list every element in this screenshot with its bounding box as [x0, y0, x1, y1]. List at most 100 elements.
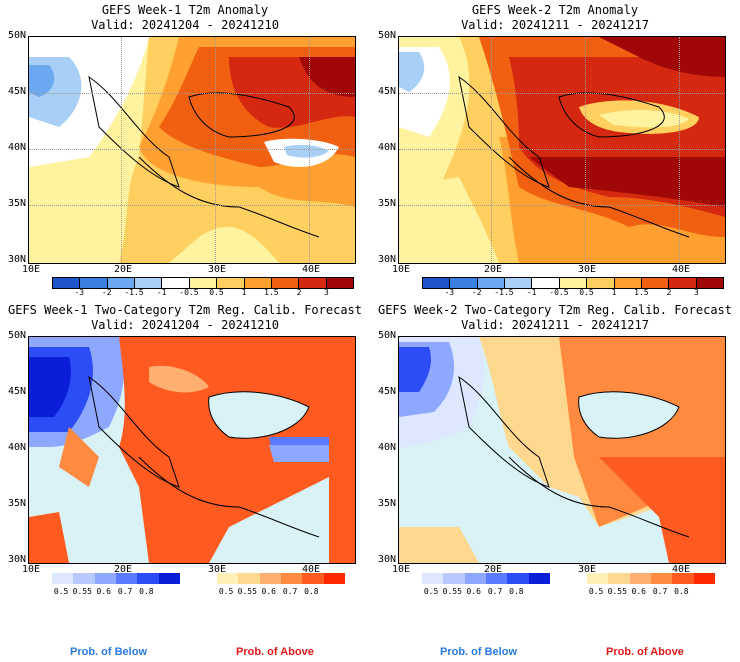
lat-label: 35N: [8, 198, 27, 209]
colorbar-tick-label: -0.5: [179, 288, 199, 297]
colorbar-tick-label: 1: [611, 288, 617, 297]
lon-label: 30E: [578, 264, 597, 275]
colorbar-swatch: [217, 278, 245, 288]
lat-label: 40N: [8, 142, 27, 153]
anomaly-colorbar-ticks: -3 -2 -1.5 -1 -0.5 0.5 1 1.5 2 3: [52, 288, 354, 298]
lat-label: 50N: [8, 30, 27, 41]
colorbar-tick-label: 1: [241, 288, 247, 297]
colorbar-swatch: [559, 278, 588, 288]
lat-label: 35N: [378, 498, 397, 509]
colorbar-tick-label: 0.7: [652, 587, 668, 596]
colorbar-tick-label: 0.55: [237, 587, 257, 596]
colorbar-tick-label: 3: [324, 288, 329, 297]
colorbar-swatch: [94, 573, 116, 584]
lat-label: 30N: [8, 254, 27, 265]
colorbar-swatch: [53, 278, 81, 288]
lon-label: 20E: [484, 564, 503, 575]
colorbar-tick-label: 0.5: [218, 587, 234, 596]
map-week1-anomaly: [28, 36, 356, 264]
colorbar-tick-label: 0.8: [509, 587, 524, 596]
colorbar-swatch: [158, 573, 180, 584]
lon-label: 40E: [302, 264, 321, 275]
prob-below-ticks: 0.5 0.55 0.6 0.7 0.8: [40, 587, 168, 597]
colorbar-swatch: [423, 278, 451, 288]
prob-below-label: Prob. of Below: [70, 646, 147, 658]
lon-label: 30E: [208, 264, 227, 275]
colorbar-swatch: [587, 278, 615, 288]
lat-label: 45N: [8, 386, 27, 397]
lat-label: 35N: [8, 498, 27, 509]
lat-label: 30N: [378, 254, 397, 265]
lat-label: 45N: [378, 86, 397, 97]
colorbar-swatch: [271, 278, 300, 288]
colorbar-swatch: [299, 278, 327, 288]
colorbar-tick-label: 0.55: [442, 587, 462, 596]
colorbar-tick-label: -3: [74, 288, 85, 297]
prob-below-ticks: 0.5 0.55 0.6 0.7 0.8: [410, 587, 538, 597]
colorbar-swatch: [189, 278, 218, 288]
colorbar-swatch: [244, 278, 272, 288]
lon-label: 10E: [22, 264, 41, 275]
colorbar-swatch: [323, 573, 345, 584]
colorbar-tick-label: 0.5: [579, 288, 594, 297]
prob-below-label: Prob. of Below: [440, 646, 517, 658]
colorbar-swatch: [650, 573, 673, 584]
colorbar-tick-label: 0.7: [282, 587, 298, 596]
colorbar-swatch: [73, 573, 95, 584]
lat-label: 30N: [8, 554, 27, 565]
colorbar-swatch: [641, 278, 670, 288]
colorbar-tick-label: -1: [156, 288, 167, 297]
colorbar-swatch: [669, 278, 697, 288]
colorbar-swatch: [532, 278, 560, 288]
colorbar-tick-label: 1.5: [264, 288, 279, 297]
colorbar-tick-label: 0.6: [631, 587, 646, 596]
anomaly-colorbar-ticks: -3 -2 -1.5 -1 -0.5 0.5 1 1.5 2 3: [422, 288, 724, 298]
colorbar-swatch: [505, 278, 533, 288]
prob-above-colorbar: [217, 573, 345, 584]
colorbar-tick-label: 0.55: [607, 587, 627, 596]
lon-label: 30E: [208, 564, 227, 575]
lon-label: 40E: [672, 564, 691, 575]
panel2-title: GEFS Week-2 T2m Anomaly Valid: 20241211 -…: [461, 3, 649, 32]
lat-label: 40N: [8, 442, 27, 453]
lon-label: 20E: [114, 564, 133, 575]
colorbar-swatch: [443, 573, 465, 584]
lon-label: 30E: [578, 564, 597, 575]
colorbar-tick-label: 0.6: [261, 587, 276, 596]
colorbar-swatch: [107, 278, 136, 288]
panel4-title: GEFS Week-2 Two-Category T2m Reg. Calib.…: [377, 303, 732, 332]
colorbar-tick-label: 0.8: [139, 587, 154, 596]
prob-above-ticks: 0.5 0.55 0.6 0.7 0.8: [205, 587, 333, 597]
colorbar-tick-label: 0.8: [674, 587, 689, 596]
colorbar-tick-label: -3: [444, 288, 455, 297]
colorbar-swatch: [326, 278, 353, 288]
colorbar-swatch: [115, 573, 138, 584]
panel3-title: GEFS Week-1 Two-Category T2m Reg. Calib.…: [7, 303, 362, 332]
map-week2-anomaly: [398, 36, 726, 264]
colorbar-swatch: [528, 573, 550, 584]
lat-label: 40N: [378, 142, 397, 153]
probability-field-week2: [399, 337, 725, 563]
colorbar-swatch: [280, 573, 303, 584]
colorbar-swatch: [80, 278, 108, 288]
colorbar-swatch: [135, 278, 163, 288]
lat-label: 30N: [378, 554, 397, 565]
lon-label: 10E: [392, 264, 411, 275]
colorbar-tick-label: -2: [101, 288, 112, 297]
colorbar-swatch: [450, 278, 478, 288]
colorbar-tick-label: 2: [296, 288, 302, 297]
colorbar-tick-label: 0.7: [117, 587, 133, 596]
colorbar-tick-label: -0.5: [549, 288, 569, 297]
prob-below-colorbar: [52, 573, 180, 584]
colorbar-tick-label: 1.5: [634, 288, 649, 297]
colorbar-swatch: [587, 573, 609, 584]
lon-label: 40E: [672, 264, 691, 275]
probability-field-week1: [29, 337, 355, 563]
anomaly-colorbar: [422, 277, 724, 289]
colorbar-swatch: [259, 573, 281, 584]
colorbar-tick-label: -1.5: [124, 288, 144, 297]
colorbar-tick-label: -2: [471, 288, 482, 297]
lat-label: 35N: [378, 198, 397, 209]
lat-label: 40N: [378, 442, 397, 453]
colorbar-tick-label: 0.6: [96, 587, 111, 596]
